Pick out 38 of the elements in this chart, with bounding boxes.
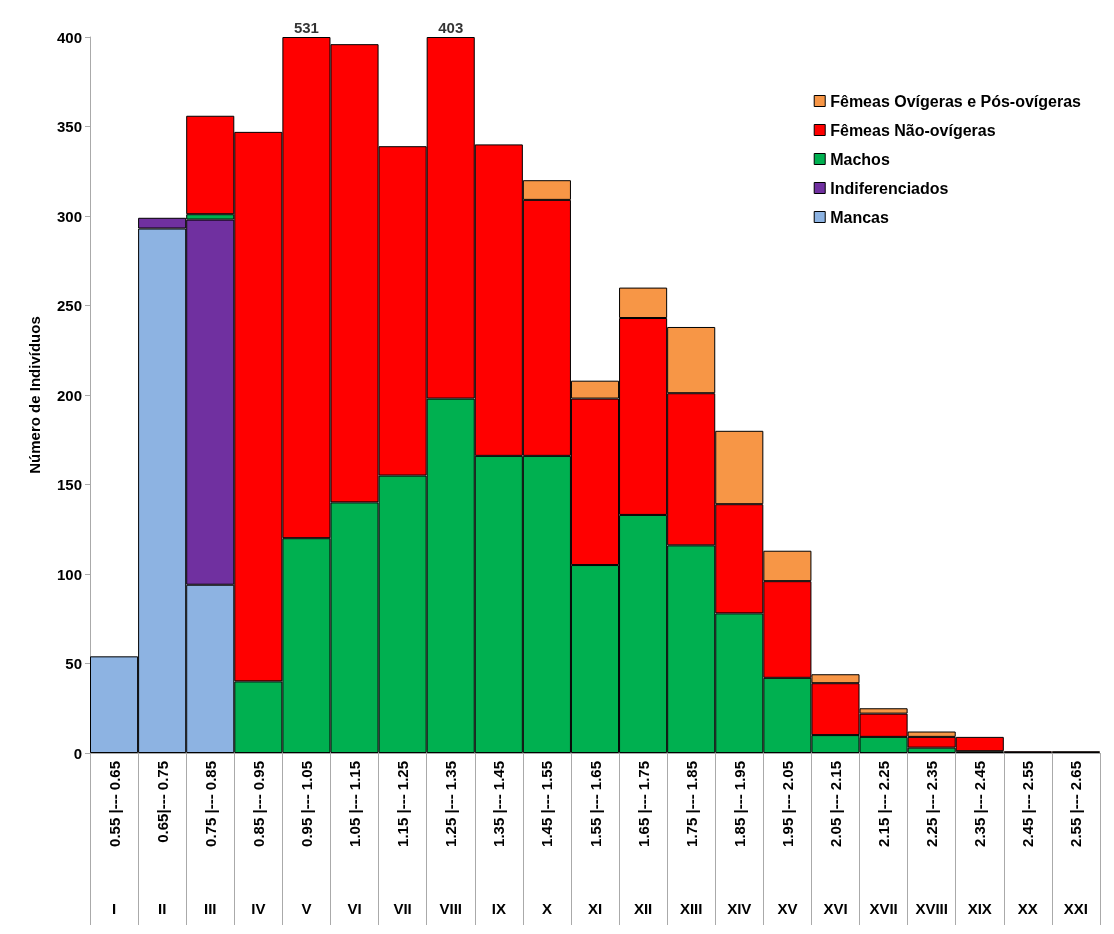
y-tick-label: 0 — [73, 744, 82, 762]
category-label: 0.85 |--- 0.95 IV — [249, 761, 267, 917]
category-label: 2.15 |--- 2.25 XVII — [869, 761, 898, 917]
y-tick-label: 100 — [56, 565, 82, 583]
category-label: 0.65|--- 0.75 II — [153, 761, 171, 917]
y-tick-label: 50 — [65, 655, 82, 672]
category-label: 2.45 |--- 2.55 XX — [1017, 761, 1038, 917]
y-tick-label: 200 — [56, 386, 82, 404]
legend-label: Fêmeas Não-ovígeras — [830, 121, 996, 139]
y-axis-title: Número de Indivíduos — [26, 316, 43, 474]
category-label: 2.35 |--- 2.45 XIX — [967, 761, 992, 917]
category-label: 1.55 |--- 1.65 XI — [586, 761, 604, 917]
category-label: 1.85 |--- 1.95 XIV — [727, 761, 752, 917]
category-label: 1.75 |--- 1.85 XIII — [679, 761, 703, 917]
category-label: 1.95 |--- 2.05 XV — [777, 761, 798, 917]
y-tick-label: 300 — [56, 207, 82, 225]
category-label: 0.75 |--- 0.85 III — [201, 761, 219, 917]
legend-label: Mancas — [830, 208, 889, 226]
category-label: 2.25 |--- 2.35 XVIII — [915, 761, 948, 917]
y-tick-label: 250 — [56, 297, 82, 314]
category-label: 1.65 |--- 1.75 XII — [633, 761, 653, 917]
category-label: 1.25 |--- 1.35 VIII — [439, 761, 462, 917]
category-label: 1.45 |--- 1.55 X — [538, 761, 556, 917]
legend-label: Fêmeas Ovígeras e Pós-ovígeras — [830, 92, 1082, 110]
legend-label: Machos — [830, 150, 890, 168]
legend-label: Indiferenciados — [830, 179, 949, 197]
category-label: 2.05 |--- 2.15 XVI — [823, 761, 848, 917]
category-label: 2.55 |--- 2.65 XXI — [1063, 761, 1089, 917]
y-tick-label: 400 — [56, 28, 82, 46]
y-tick-label: 150 — [56, 476, 82, 493]
category-label: 1.05 |--- 1.15 VI — [346, 761, 364, 917]
annotation: 531 — [293, 19, 319, 36]
category-label: 1.35 |--- 1.45 IX — [490, 761, 508, 917]
y-tick-label: 350 — [56, 118, 82, 135]
category-label: 0.95 |--- 1.05 V — [297, 761, 315, 917]
annotation: 403 — [438, 19, 464, 36]
category-label: 1.15 |--- 1.25 VII — [393, 761, 412, 917]
category-label: 0.55 |--- 0.65 I — [105, 761, 123, 917]
